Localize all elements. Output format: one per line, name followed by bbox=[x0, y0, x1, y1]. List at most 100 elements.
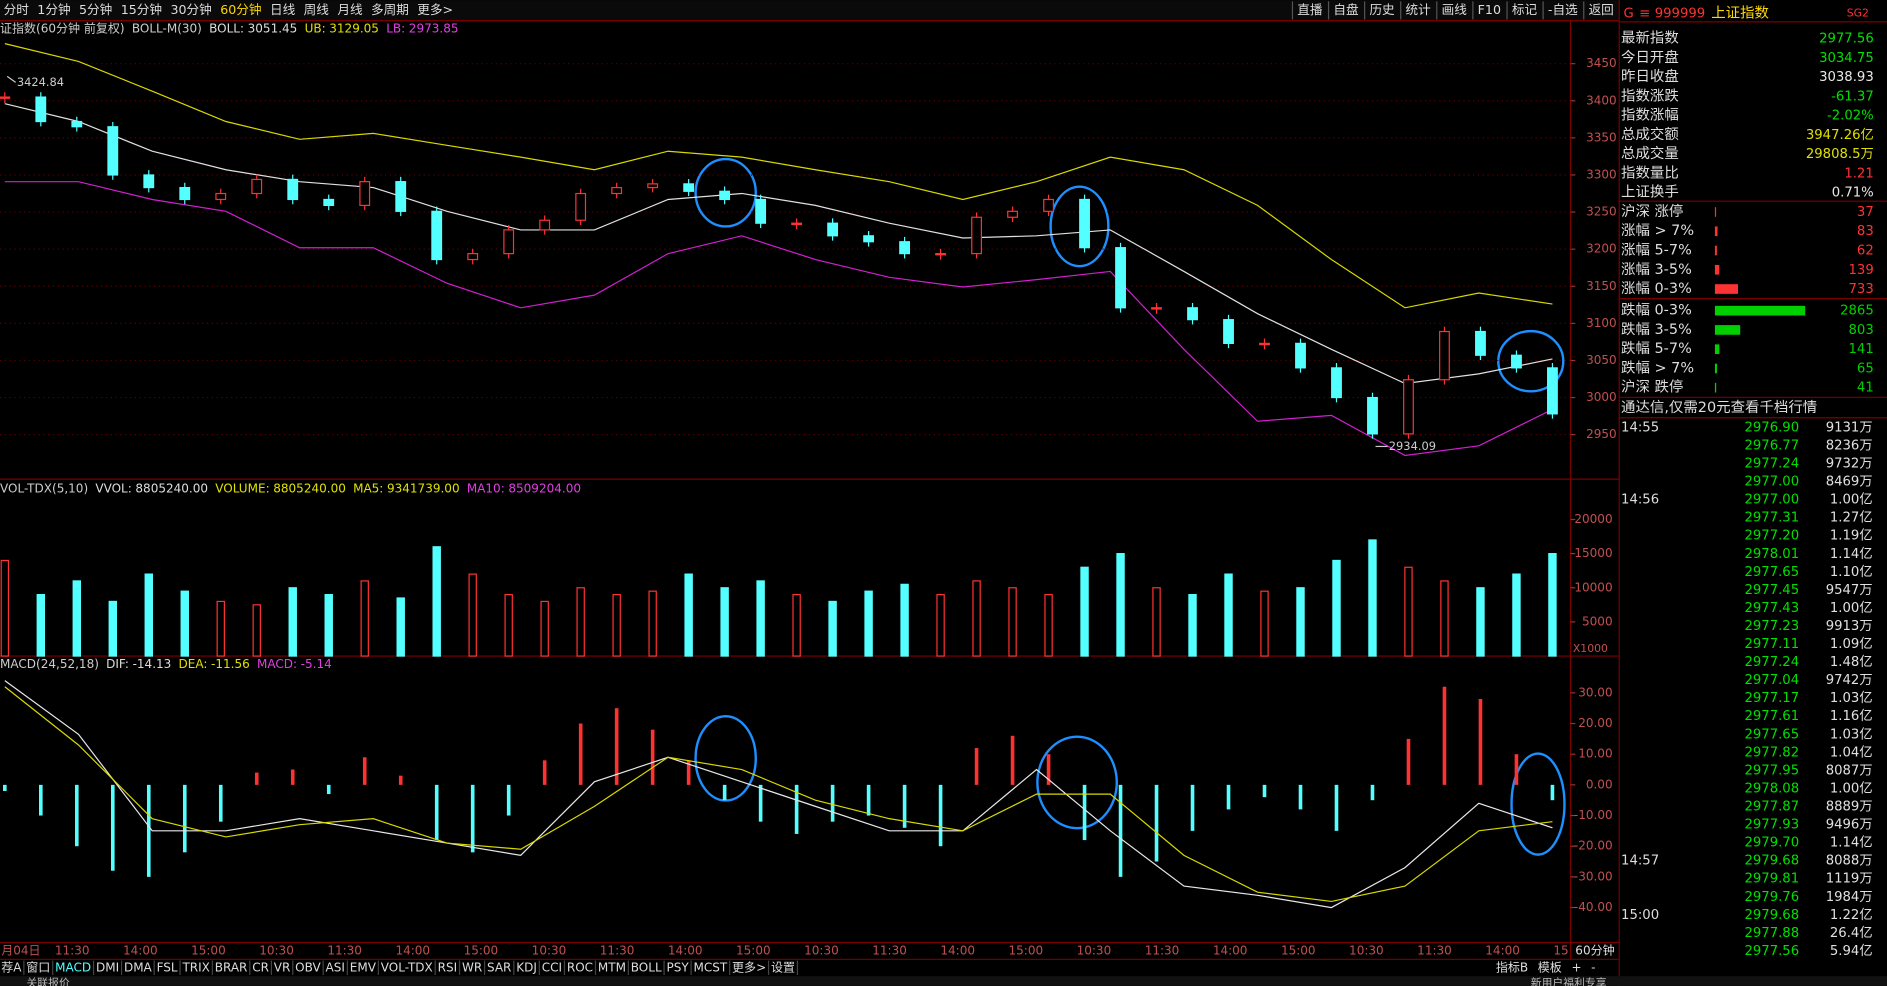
y-tick-label: 10.00 bbox=[1578, 747, 1612, 761]
panel-tag: SG2 bbox=[1847, 6, 1869, 19]
high-label: 3424.84 bbox=[17, 75, 64, 89]
readout-name: MA5: bbox=[353, 481, 383, 495]
indicator-tab[interactable]: DMA bbox=[124, 960, 153, 974]
period-tab[interactable]: 月线 bbox=[337, 2, 363, 17]
readout-value: 8509204.00 bbox=[508, 481, 581, 495]
stock-code: 999999 bbox=[1655, 6, 1705, 21]
quote-label: 上证换手 bbox=[1621, 184, 1679, 201]
tick-price: 2977.00 bbox=[1744, 475, 1799, 490]
promo-link[interactable]: 通达信,仅需20元查看千档行情 bbox=[1621, 399, 1817, 416]
indicator-tab[interactable]: MCST bbox=[694, 960, 728, 974]
volume-bar bbox=[792, 593, 801, 657]
readout-name: VOLUME: bbox=[215, 481, 269, 495]
breadth-bar bbox=[1714, 305, 1806, 316]
action-button[interactable]: 直播 bbox=[1297, 2, 1323, 17]
indicator-tab[interactable]: 荐A bbox=[1, 960, 22, 974]
candle bbox=[827, 222, 839, 237]
indicator-tab[interactable]: FSL bbox=[157, 960, 178, 974]
indicator-tab[interactable]: SAR bbox=[487, 960, 511, 974]
action-button[interactable]: 返回 bbox=[1589, 2, 1614, 17]
candle bbox=[1223, 319, 1234, 344]
y-tick-label: 30.00 bbox=[1578, 685, 1612, 699]
tick-time: 14:56 bbox=[1621, 493, 1659, 508]
indicator-tab[interactable]: EMV bbox=[350, 960, 377, 974]
candle bbox=[1367, 396, 1378, 435]
indicator-tab[interactable]: KDJ bbox=[516, 960, 537, 974]
indicator-tab[interactable]: OBV bbox=[295, 960, 321, 974]
tick-volume: 1.48亿 bbox=[1830, 654, 1873, 670]
action-button[interactable]: -自选 bbox=[1548, 2, 1578, 17]
candle bbox=[143, 174, 155, 189]
action-button[interactable]: 自盘 bbox=[1333, 2, 1359, 17]
action-button[interactable]: F10 bbox=[1478, 2, 1501, 17]
y-tick-label: -20.00 bbox=[1574, 839, 1613, 853]
macd-bar bbox=[1370, 784, 1375, 801]
breadth-label: 跌幅 3-5% bbox=[1621, 321, 1692, 338]
period-tab[interactable]: 多周期 bbox=[371, 2, 409, 17]
readout-value: 8805240.00 bbox=[273, 481, 346, 495]
menu-icon[interactable]: ≡ bbox=[1639, 6, 1650, 21]
volume-bar bbox=[684, 573, 693, 657]
marker-arrow bbox=[6, 75, 16, 83]
tick-price: 2977.23 bbox=[1744, 619, 1799, 634]
period-tab[interactable]: 5分钟 bbox=[79, 2, 112, 17]
action-button[interactable]: 画线 bbox=[1442, 2, 1468, 17]
tick-volume: 1.16亿 bbox=[1830, 708, 1873, 724]
tool-button[interactable]: + bbox=[1571, 960, 1581, 974]
readout-name: LB: bbox=[386, 22, 405, 36]
period-tab[interactable]: 30分钟 bbox=[170, 2, 211, 17]
tool-button[interactable]: 模板 bbox=[1538, 960, 1562, 974]
indicator-tab[interactable]: CCI bbox=[542, 960, 562, 974]
tick-price: 2977.65 bbox=[1744, 727, 1799, 742]
indicator-tab[interactable]: MACD bbox=[55, 960, 91, 974]
indicator-tab[interactable]: VR bbox=[274, 960, 291, 974]
indicator-tab[interactable]: 窗口 bbox=[26, 960, 50, 974]
period-tab[interactable]: 日线 bbox=[270, 2, 296, 17]
x-tick-label: 14:00 bbox=[395, 943, 430, 957]
macd-bar bbox=[1154, 784, 1159, 862]
indicator-tab[interactable]: BOLL bbox=[631, 960, 662, 974]
period-tab[interactable]: 15分钟 bbox=[121, 2, 162, 17]
action-button[interactable]: 统计 bbox=[1406, 2, 1432, 17]
indicator-tab[interactable]: PSY bbox=[666, 960, 689, 974]
readout-value: -14.13 bbox=[133, 657, 172, 671]
indicator-tab[interactable]: 更多> bbox=[732, 960, 766, 974]
indicator-tab[interactable]: VOL-TDX bbox=[381, 960, 433, 974]
candle bbox=[467, 253, 479, 261]
indicator-line bbox=[4, 686, 1553, 903]
indicator-tab[interactable]: WR bbox=[462, 960, 482, 974]
indicator-tab[interactable]: MTM bbox=[598, 960, 626, 974]
period-tab[interactable]: 1分钟 bbox=[37, 2, 70, 17]
indicator-tab[interactable]: DMI bbox=[96, 960, 119, 974]
action-button[interactable]: 标记 bbox=[1512, 2, 1538, 17]
indicator-tab[interactable]: RSI bbox=[438, 960, 458, 974]
volume-bar bbox=[288, 587, 297, 657]
volume-bar bbox=[432, 546, 441, 657]
period-tab[interactable]: 60分钟 bbox=[220, 2, 261, 17]
period-tab[interactable]: 周线 bbox=[304, 2, 330, 17]
macd-bar bbox=[1334, 784, 1339, 831]
indicator-tab[interactable]: BRAR bbox=[215, 960, 248, 974]
tick-price: 2977.31 bbox=[1744, 511, 1799, 526]
candle bbox=[1331, 367, 1342, 399]
tool-button[interactable]: 指标B bbox=[1496, 959, 1528, 974]
tick-volume: 1984万 bbox=[1826, 890, 1873, 905]
period-tab[interactable]: 更多> bbox=[417, 2, 453, 17]
indicator-tab[interactable]: ASI bbox=[326, 960, 345, 974]
x-tick-label: 14:00 bbox=[940, 943, 975, 957]
tick-volume: 1.04亿 bbox=[1830, 744, 1873, 760]
readout-name: UB: bbox=[305, 22, 326, 36]
period-tab[interactable]: 分时 bbox=[4, 2, 30, 17]
indicator-tab[interactable]: ROC bbox=[567, 960, 593, 974]
tick-price: 2977.88 bbox=[1744, 926, 1799, 941]
tool-button[interactable]: - bbox=[1591, 960, 1595, 974]
x-tick-label: 11:30 bbox=[327, 943, 362, 957]
macd-bar bbox=[1010, 735, 1015, 785]
indicator-tab[interactable]: TRIX bbox=[181, 960, 209, 974]
action-button[interactable]: 历史 bbox=[1369, 2, 1395, 17]
breadth-value: 41 bbox=[1857, 381, 1874, 396]
indicator-tab[interactable]: CR bbox=[252, 960, 269, 974]
volume-bar bbox=[180, 590, 189, 657]
tick-volume: 8087万 bbox=[1826, 763, 1873, 778]
indicator-tab[interactable]: 设置 bbox=[771, 960, 795, 974]
